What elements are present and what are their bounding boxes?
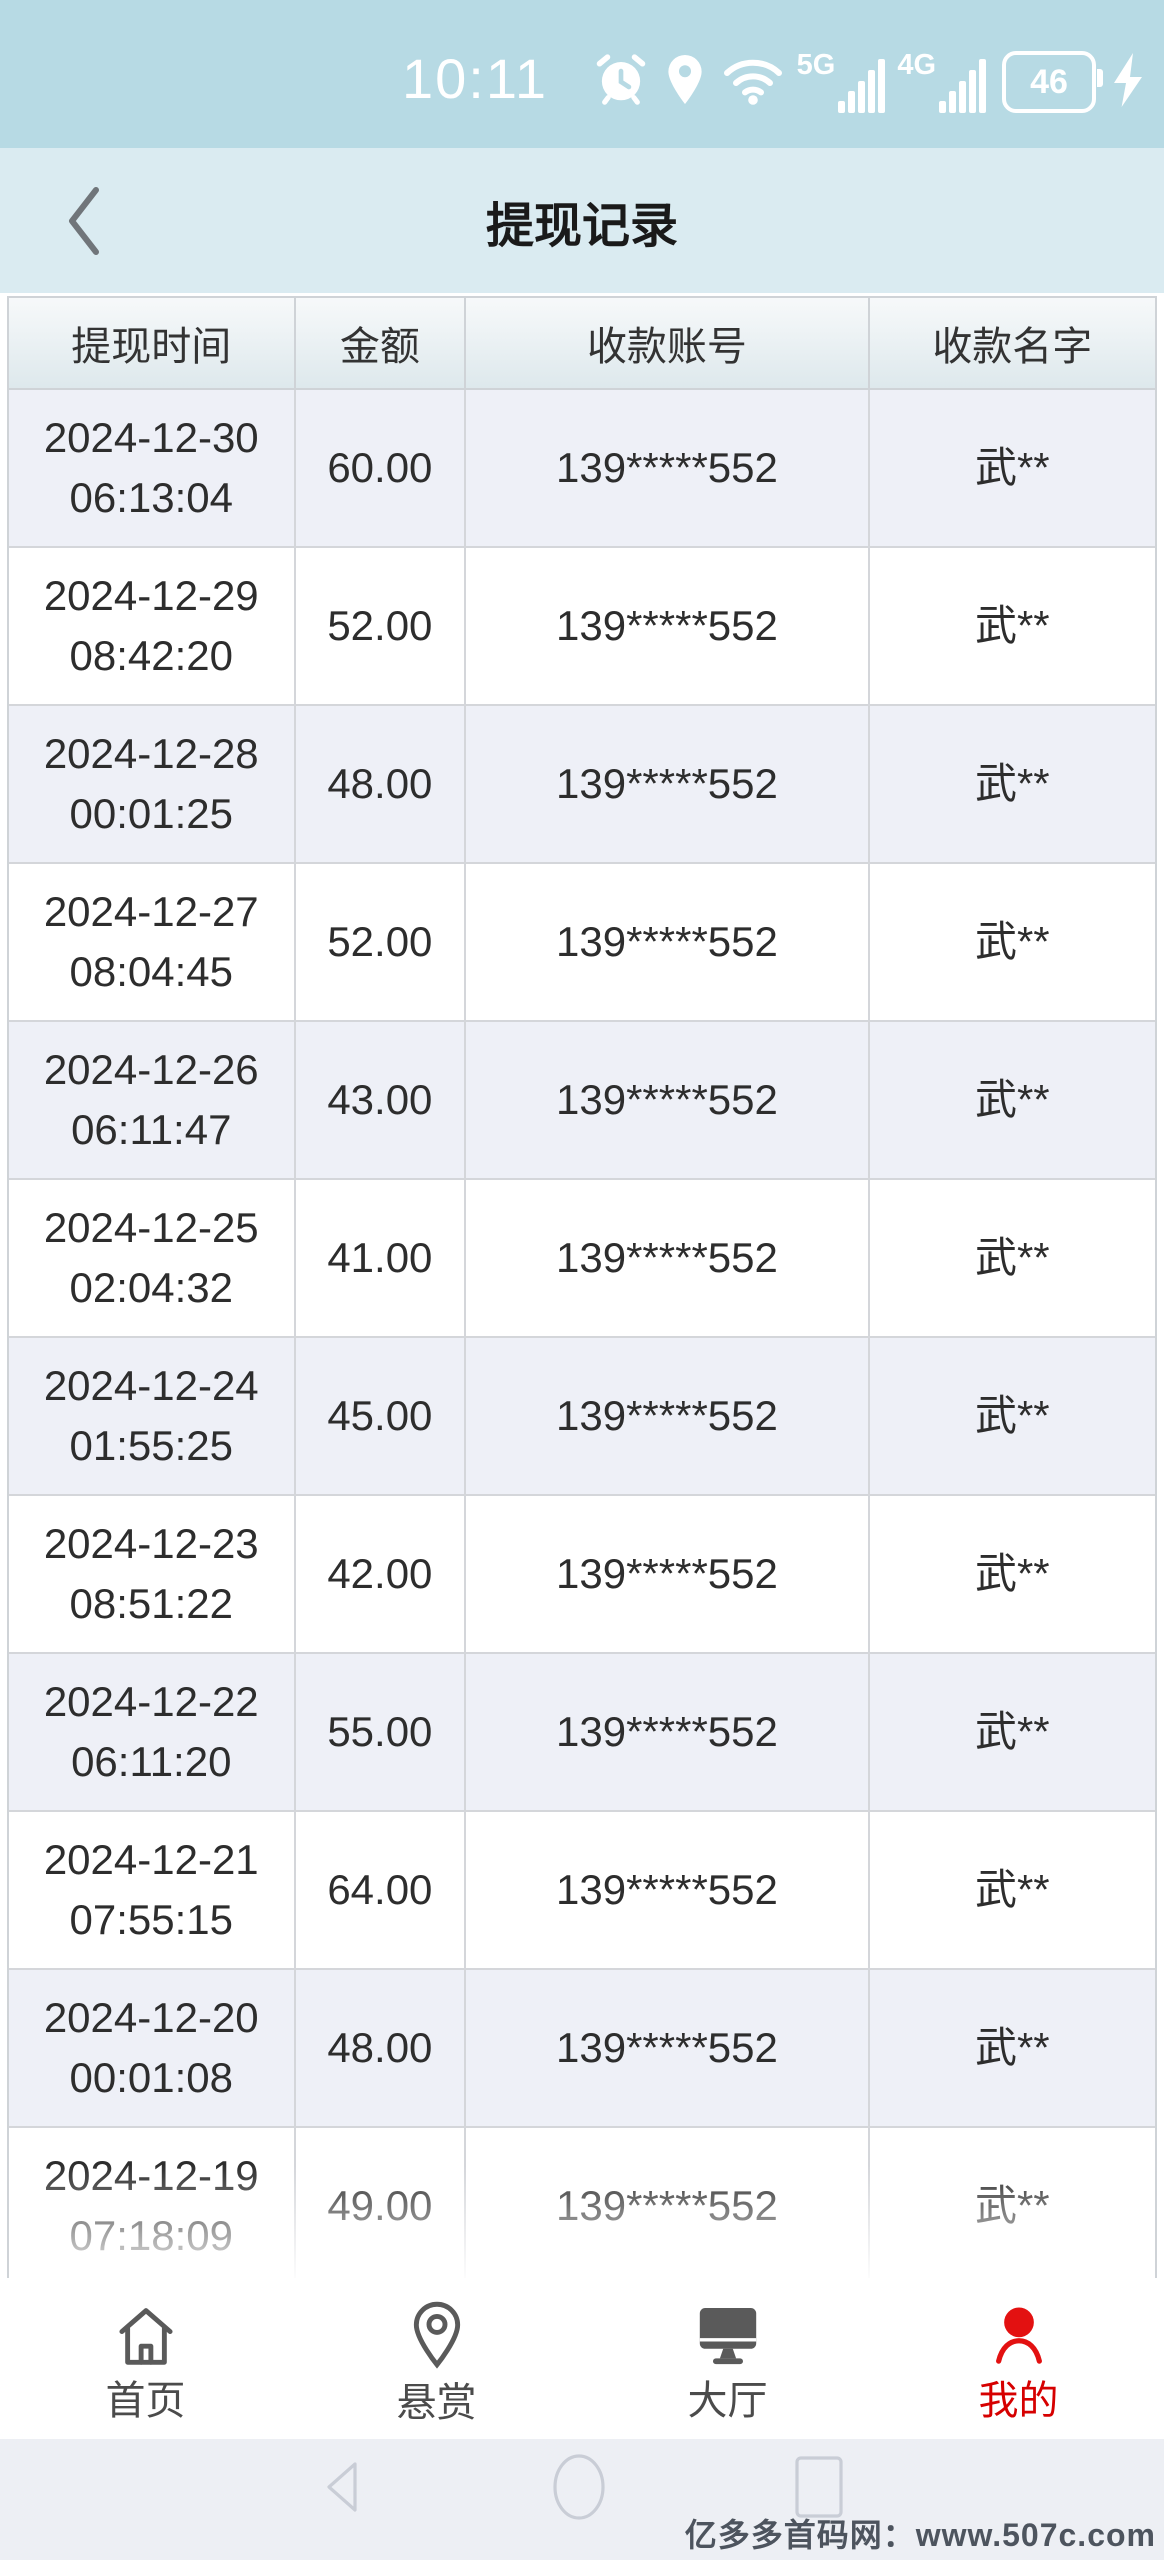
- cell-account: 139*****552: [466, 1496, 870, 1654]
- page-title: 提现记录: [485, 199, 678, 253]
- cell-account: 139*****552: [466, 706, 870, 864]
- table-row: 2024-12-29 08:42:20 52.00 139*****552 武**: [9, 548, 1155, 706]
- cell-account: 139*****552: [466, 1654, 870, 1812]
- table-row: 2024-12-22 06:11:20 55.00 139*****552 武**: [9, 1654, 1155, 1812]
- cell-name: 武**: [869, 1970, 1155, 2128]
- cell-account: 139*****552: [466, 1812, 870, 1970]
- signal-5g-icon: 5G: [797, 51, 886, 113]
- tab-mine[interactable]: 我的: [873, 2278, 1164, 2439]
- col-header-amount: 金额: [295, 298, 467, 390]
- tab-home[interactable]: 首页: [0, 2278, 291, 2439]
- table-row: 2024-12-27 08:04:45 52.00 139*****552 武**: [9, 864, 1155, 1022]
- cell-name: 武**: [869, 1180, 1155, 1338]
- col-header-account: 收款账号: [466, 298, 870, 390]
- android-recents-icon[interactable]: [793, 2455, 845, 2524]
- cell-name: 武**: [869, 548, 1155, 706]
- cell-account: 139*****552: [466, 1970, 870, 2128]
- wifi-icon: [721, 53, 785, 112]
- cell-name: 武**: [869, 1654, 1155, 1812]
- cell-withdraw-time: 2024-12-29 08:42:20: [9, 548, 296, 706]
- table-row: 2024-12-30 06:13:04 60.00 139*****552 武**: [9, 390, 1155, 548]
- map-pin-icon: [406, 2300, 468, 2375]
- cell-name: 武**: [870, 2128, 1155, 2280]
- signal-4g-icon: 4G: [897, 51, 986, 113]
- back-button[interactable]: [62, 184, 106, 258]
- cell-name: 武**: [869, 1812, 1155, 1970]
- status-icons: 5G 4G 46: [593, 50, 1148, 114]
- cell-amount: 48.00: [295, 706, 467, 864]
- home-icon: [111, 2302, 181, 2373]
- table-row: 2024-12-23 08:51:22 42.00 139*****552 武**: [9, 1496, 1155, 1654]
- cell-withdraw-time: 2024-12-19 07:18:09: [9, 2128, 296, 2280]
- tab-home-label: 首页: [105, 2379, 186, 2423]
- cell-amount: 45.00: [295, 1338, 467, 1496]
- cell-amount: 52.00: [295, 864, 467, 1022]
- cell-name: 武**: [869, 1338, 1155, 1496]
- cell-withdraw-time: 2024-12-30 06:13:04: [9, 390, 296, 548]
- cell-account: 139*****552: [466, 864, 870, 1022]
- table-row: 2024-12-24 01:55:25 45.00 139*****552 武**: [9, 1338, 1155, 1496]
- clock-text: 10:11: [402, 47, 548, 110]
- user-icon: [986, 2302, 1052, 2373]
- watermark-text: 亿多多首码网：www.507c.com: [684, 2517, 1156, 2553]
- bottom-tab-bar: 首页 悬赏 大厅 我的: [0, 2278, 1164, 2439]
- cell-account: 139*****552: [466, 1022, 870, 1180]
- cell-name: 武**: [869, 390, 1155, 548]
- cell-withdraw-time: 2024-12-24 01:55:25: [9, 1338, 296, 1496]
- tab-hall[interactable]: 大厅: [582, 2278, 873, 2439]
- charging-bolt-icon: [1108, 51, 1148, 114]
- monitor-icon: [692, 2302, 764, 2373]
- cell-withdraw-time: 2024-12-22 06:11:20: [9, 1654, 296, 1812]
- col-header-name: 收款名字: [869, 298, 1155, 390]
- table-header-row: 提现时间 金额 收款账号 收款名字: [9, 298, 1155, 390]
- col-header-time: 提现时间: [9, 298, 296, 390]
- cell-amount: 64.00: [295, 1812, 467, 1970]
- app-header: 提现记录: [0, 148, 1164, 293]
- alarm-icon: [593, 52, 649, 113]
- table-row: 2024-12-26 06:11:47 43.00 139*****552 武**: [9, 1022, 1155, 1180]
- cell-name: 武**: [869, 864, 1155, 1022]
- cell-withdraw-time: 2024-12-20 00:01:08: [9, 1970, 296, 2128]
- tab-bounty-label: 悬赏: [396, 2381, 477, 2425]
- battery-icon: 46: [1002, 51, 1103, 113]
- cell-amount: 43.00: [295, 1022, 467, 1180]
- cell-amount: 52.00: [295, 548, 467, 706]
- cell-amount: 60.00: [295, 390, 467, 548]
- tab-hall-label: 大厅: [687, 2379, 768, 2423]
- cell-amount: 42.00: [295, 1496, 467, 1654]
- table-row: 2024-12-20 00:01:08 48.00 139*****552 武**: [9, 1970, 1155, 2128]
- table-row: 2024-12-21 07:55:15 64.00 139*****552 武**: [9, 1812, 1155, 1970]
- cell-withdraw-time: 2024-12-28 00:01:25: [9, 706, 296, 864]
- battery-percent: 46: [1030, 62, 1068, 101]
- cell-account: 139*****552: [466, 2128, 870, 2280]
- cell-account: 139*****552: [466, 1180, 870, 1338]
- cell-amount: 55.00: [295, 1654, 467, 1812]
- status-bar: 10:11 5G: [0, 0, 1164, 148]
- tab-mine-label: 我的: [978, 2379, 1059, 2423]
- cell-amount: 49.00: [296, 2128, 467, 2280]
- cell-withdraw-time: 2024-12-26 06:11:47: [9, 1022, 296, 1180]
- cell-withdraw-time: 2024-12-21 07:55:15: [9, 1812, 296, 1970]
- android-home-icon[interactable]: [551, 2452, 607, 2527]
- table-row: 2024-12-19 07:18:09 49.00 139*****552 武**: [9, 2128, 1155, 2280]
- cell-account: 139*****552: [466, 548, 870, 706]
- cell-name: 武**: [869, 706, 1155, 864]
- cell-name: 武**: [869, 1022, 1155, 1180]
- withdraw-records-table: 提现时间 金额 收款账号 收款名字 2024-12-30 06:13:04 60.…: [7, 296, 1157, 2282]
- table-row: 2024-12-28 00:01:25 48.00 139*****552 武**: [9, 706, 1155, 864]
- cell-account: 139*****552: [466, 390, 870, 548]
- location-icon: [661, 52, 709, 113]
- android-back-icon[interactable]: [319, 2458, 365, 2521]
- android-nav-bar: 亿多多首码网：www.507c.com: [0, 2439, 1164, 2560]
- cell-amount: 48.00: [295, 1970, 467, 2128]
- cell-withdraw-time: 2024-12-23 08:51:22: [9, 1496, 296, 1654]
- tab-bounty[interactable]: 悬赏: [291, 2278, 582, 2439]
- cell-withdraw-time: 2024-12-25 02:04:32: [9, 1180, 296, 1338]
- cell-amount: 41.00: [295, 1180, 467, 1338]
- table-row: 2024-12-25 02:04:32 41.00 139*****552 武**: [9, 1180, 1155, 1338]
- table-body[interactable]: 2024-12-30 06:13:04 60.00 139*****552 武**…: [9, 390, 1155, 2280]
- cell-name: 武**: [869, 1496, 1155, 1654]
- cell-account: 139*****552: [466, 1338, 870, 1496]
- cell-withdraw-time: 2024-12-27 08:04:45: [9, 864, 296, 1022]
